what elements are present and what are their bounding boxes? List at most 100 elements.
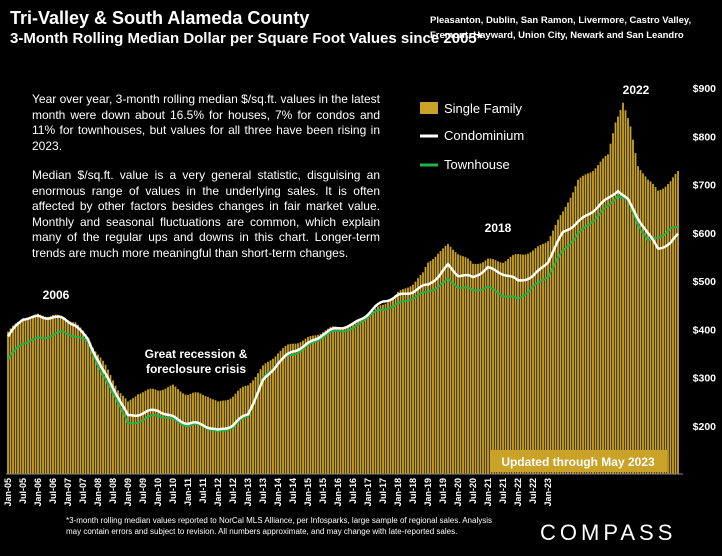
single-family-bar	[392, 297, 394, 474]
x-tick-label: Jan-12	[213, 478, 223, 507]
single-family-bar	[354, 322, 357, 474]
single-family-bar	[509, 256, 512, 474]
single-family-bar	[464, 257, 467, 474]
single-family-bar	[342, 327, 344, 474]
x-tick-label: Jan-10	[153, 478, 163, 507]
single-family-bar	[624, 110, 627, 475]
single-family-bar	[239, 388, 242, 474]
single-family-bar	[77, 324, 79, 474]
single-family-bar	[587, 173, 589, 474]
single-family-bar	[244, 385, 247, 474]
single-family-bar	[107, 369, 109, 474]
single-family-bar	[534, 248, 537, 474]
single-family-bar	[567, 202, 569, 474]
x-tick-label: Jan-20	[453, 478, 463, 507]
single-family-bar	[204, 396, 207, 474]
single-family-bar	[149, 388, 152, 474]
x-tick-label: Jul-21	[498, 478, 508, 504]
single-family-bar	[444, 245, 447, 474]
single-family-bar	[672, 177, 674, 474]
single-family-bar	[524, 254, 527, 474]
single-family-bar	[604, 155, 607, 475]
x-tick-label: Jan-19	[423, 478, 433, 507]
single-family-bar	[172, 384, 174, 474]
single-family-bar	[364, 318, 367, 474]
x-tick-label: Jul-05	[18, 478, 28, 504]
single-family-bar	[517, 253, 519, 474]
single-family-bar	[304, 338, 307, 474]
single-family-bar	[499, 262, 502, 474]
single-family-bar	[387, 302, 389, 474]
single-family-bar	[29, 317, 32, 474]
single-family-bar	[297, 343, 299, 474]
single-family-bar	[242, 386, 244, 474]
single-family-bar	[134, 396, 137, 474]
single-family-bar	[277, 353, 279, 474]
single-family-bar	[429, 260, 432, 474]
single-family-bar	[419, 274, 422, 474]
single-family-bar	[632, 139, 634, 474]
annotation-2006: 2006	[43, 288, 70, 302]
single-family-bar	[389, 300, 392, 474]
single-family-bar	[474, 263, 477, 474]
x-tick-label: Jul-12	[228, 478, 238, 504]
single-family-bar	[312, 335, 314, 474]
single-family-bar	[207, 396, 209, 474]
single-family-bar	[87, 338, 89, 474]
single-family-bar	[544, 242, 547, 474]
single-family-bar	[439, 251, 442, 474]
single-family-bar	[649, 181, 652, 474]
single-family-bar	[372, 311, 374, 474]
single-family-bar	[89, 343, 92, 474]
single-family-bar	[302, 340, 304, 474]
single-family-bar	[214, 400, 217, 474]
single-family-bar	[442, 248, 444, 474]
single-family-bar	[374, 308, 377, 474]
single-family-bar	[264, 363, 267, 474]
x-tick-label: Jan-14	[273, 478, 283, 507]
single-family-bar	[334, 326, 337, 474]
y-tick-label: $500	[693, 276, 717, 288]
x-tick-label: Jul-06	[48, 478, 58, 504]
single-family-bar	[487, 258, 489, 474]
condominium-line	[6, 189, 679, 431]
single-family-bar	[52, 314, 54, 474]
single-family-bar	[639, 170, 642, 475]
single-family-bar	[417, 278, 419, 474]
x-tick-label: Jul-07	[78, 478, 88, 504]
single-family-bar	[599, 161, 602, 474]
single-family-bar	[424, 267, 427, 474]
single-family-bar	[452, 249, 454, 474]
single-family-bar	[314, 335, 317, 474]
y-axis-ticks: $200 $300 $400 $500 $600 $700 $800 $900	[693, 83, 717, 433]
single-family-bar	[189, 393, 192, 474]
single-family-bar	[647, 179, 649, 474]
x-tick-label: Jan-15	[303, 478, 313, 507]
single-family-bar	[359, 320, 362, 474]
single-family-bar	[257, 373, 259, 474]
single-family-bar	[259, 369, 262, 474]
single-family-bar	[327, 328, 329, 474]
single-family-bar	[402, 289, 404, 474]
single-family-bar	[382, 304, 384, 474]
single-family-bar	[404, 288, 407, 474]
single-family-bar	[657, 190, 659, 474]
x-axis-ticks: Jan-05 Jul-05 Jan-06 Jul-06 Jan-07 Jul-07 Jan-…	[3, 478, 553, 507]
single-family-bar	[229, 398, 232, 474]
y-tick-label: $400	[693, 324, 717, 336]
single-family-bar	[384, 303, 387, 474]
single-family-bar	[49, 316, 52, 474]
single-family-bar	[97, 354, 99, 474]
single-family-bar	[59, 315, 62, 474]
single-family-bar	[279, 350, 282, 474]
x-tick-label: Jul-14	[288, 478, 298, 504]
single-family-bar	[132, 398, 134, 474]
single-family-bar	[307, 336, 309, 474]
single-family-bar	[664, 186, 667, 474]
single-family-bar	[72, 322, 74, 474]
x-tick-label: Jul-20	[468, 478, 478, 504]
annotation-recession-line2: foreclosure crisis	[146, 362, 246, 376]
y-tick-label: $300	[693, 373, 717, 385]
x-tick-label: Jan-17	[363, 478, 373, 507]
single-family-bar	[609, 143, 612, 474]
